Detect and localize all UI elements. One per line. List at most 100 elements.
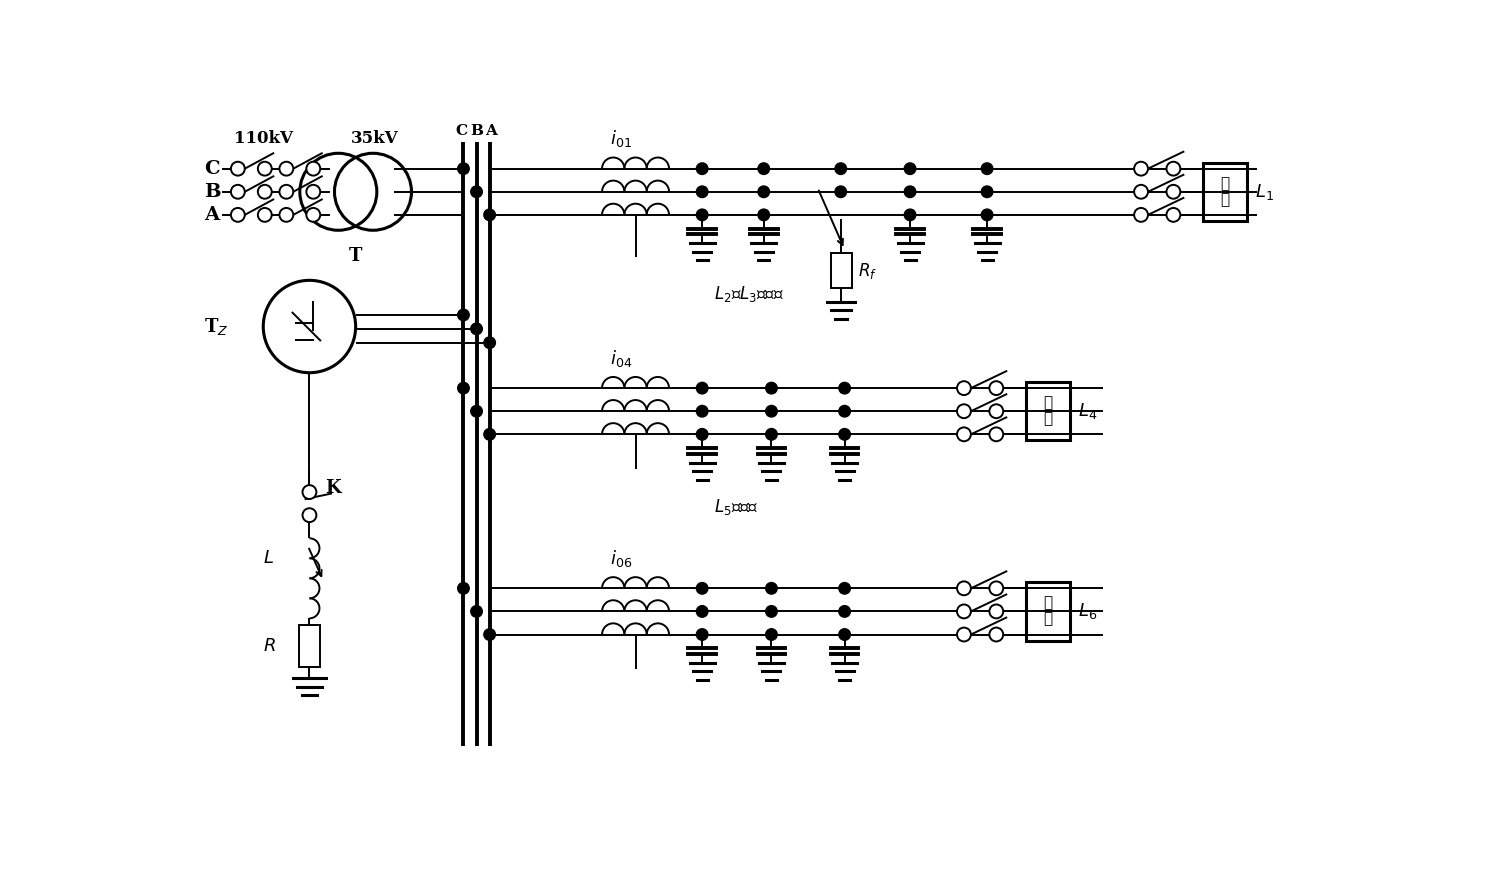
Circle shape — [303, 508, 316, 522]
Circle shape — [766, 606, 777, 617]
Text: 负
载: 负 载 — [1044, 396, 1053, 426]
Text: $i_{01}$: $i_{01}$ — [610, 128, 632, 149]
Circle shape — [258, 208, 271, 222]
Circle shape — [839, 429, 850, 440]
Circle shape — [839, 405, 850, 417]
Circle shape — [904, 210, 915, 221]
Text: 110kV: 110kV — [234, 130, 292, 148]
Circle shape — [306, 162, 321, 175]
Text: $i_{04}$: $i_{04}$ — [610, 347, 632, 369]
Circle shape — [306, 185, 321, 199]
Circle shape — [981, 163, 993, 175]
Circle shape — [904, 186, 915, 197]
Circle shape — [231, 208, 245, 222]
Circle shape — [957, 581, 971, 595]
Circle shape — [231, 162, 245, 175]
Circle shape — [258, 162, 271, 175]
Circle shape — [696, 382, 708, 394]
Text: $R$: $R$ — [264, 636, 276, 655]
Bar — [298, 624, 321, 667]
Bar — [830, 253, 853, 288]
Text: $L$: $L$ — [264, 548, 274, 567]
Circle shape — [839, 606, 850, 617]
Circle shape — [766, 405, 777, 417]
Circle shape — [485, 210, 495, 221]
Text: 35kV: 35kV — [350, 130, 398, 148]
Text: A: A — [204, 206, 219, 223]
Circle shape — [957, 604, 971, 618]
Circle shape — [696, 582, 708, 595]
Circle shape — [471, 405, 482, 417]
Circle shape — [835, 186, 847, 197]
Circle shape — [471, 323, 482, 334]
Bar — [1026, 382, 1071, 441]
Circle shape — [471, 606, 482, 617]
Text: K: K — [325, 479, 340, 498]
Circle shape — [485, 429, 495, 440]
Circle shape — [458, 382, 470, 394]
Circle shape — [696, 210, 708, 221]
Circle shape — [990, 628, 1003, 642]
Circle shape — [766, 429, 777, 440]
Circle shape — [696, 429, 708, 440]
Circle shape — [696, 163, 708, 175]
Text: T: T — [349, 247, 362, 265]
Text: $R_f$: $R_f$ — [857, 261, 877, 281]
Circle shape — [258, 185, 271, 199]
Circle shape — [904, 163, 915, 175]
Circle shape — [766, 382, 777, 394]
Text: B: B — [204, 182, 221, 201]
Text: $L_2$、$L_3$（略）: $L_2$、$L_3$（略） — [714, 284, 784, 304]
Circle shape — [957, 428, 971, 441]
Circle shape — [990, 382, 1003, 395]
Circle shape — [835, 163, 847, 175]
Circle shape — [471, 186, 482, 197]
Circle shape — [458, 309, 470, 320]
Text: 负
载: 负 载 — [1044, 596, 1053, 627]
Text: 负
载: 负 载 — [1221, 176, 1230, 207]
Bar — [1026, 582, 1071, 641]
Circle shape — [485, 629, 495, 640]
Circle shape — [303, 485, 316, 499]
Circle shape — [990, 581, 1003, 595]
Circle shape — [981, 210, 993, 221]
Circle shape — [1135, 208, 1148, 222]
Text: $L_4$: $L_4$ — [1078, 402, 1097, 421]
Circle shape — [766, 629, 777, 640]
Circle shape — [696, 629, 708, 640]
Circle shape — [458, 582, 470, 595]
Circle shape — [1135, 185, 1148, 199]
Text: C: C — [204, 160, 219, 178]
Circle shape — [279, 208, 294, 222]
Text: A: A — [485, 124, 497, 138]
Circle shape — [839, 629, 850, 640]
Circle shape — [231, 185, 245, 199]
Text: $L_1$: $L_1$ — [1255, 182, 1273, 202]
Circle shape — [990, 404, 1003, 418]
Circle shape — [839, 382, 850, 394]
Circle shape — [839, 582, 850, 595]
Circle shape — [696, 606, 708, 617]
Text: $L_6$: $L_6$ — [1078, 601, 1097, 622]
Circle shape — [757, 210, 769, 221]
Circle shape — [957, 628, 971, 642]
Circle shape — [1166, 185, 1181, 199]
Circle shape — [696, 405, 708, 417]
Text: T$_Z$: T$_Z$ — [204, 316, 228, 337]
Text: $L_5$（略）: $L_5$（略） — [714, 498, 759, 518]
Circle shape — [757, 186, 769, 197]
Circle shape — [306, 208, 321, 222]
Text: $i_{06}$: $i_{06}$ — [610, 548, 632, 569]
Circle shape — [279, 162, 294, 175]
Circle shape — [957, 404, 971, 418]
Circle shape — [1166, 162, 1181, 175]
Circle shape — [766, 582, 777, 595]
Circle shape — [1135, 162, 1148, 175]
Circle shape — [981, 186, 993, 197]
Circle shape — [485, 337, 495, 348]
Text: C: C — [456, 124, 468, 138]
Circle shape — [990, 604, 1003, 618]
Circle shape — [458, 163, 470, 175]
Circle shape — [757, 163, 769, 175]
Bar — [1203, 162, 1248, 221]
